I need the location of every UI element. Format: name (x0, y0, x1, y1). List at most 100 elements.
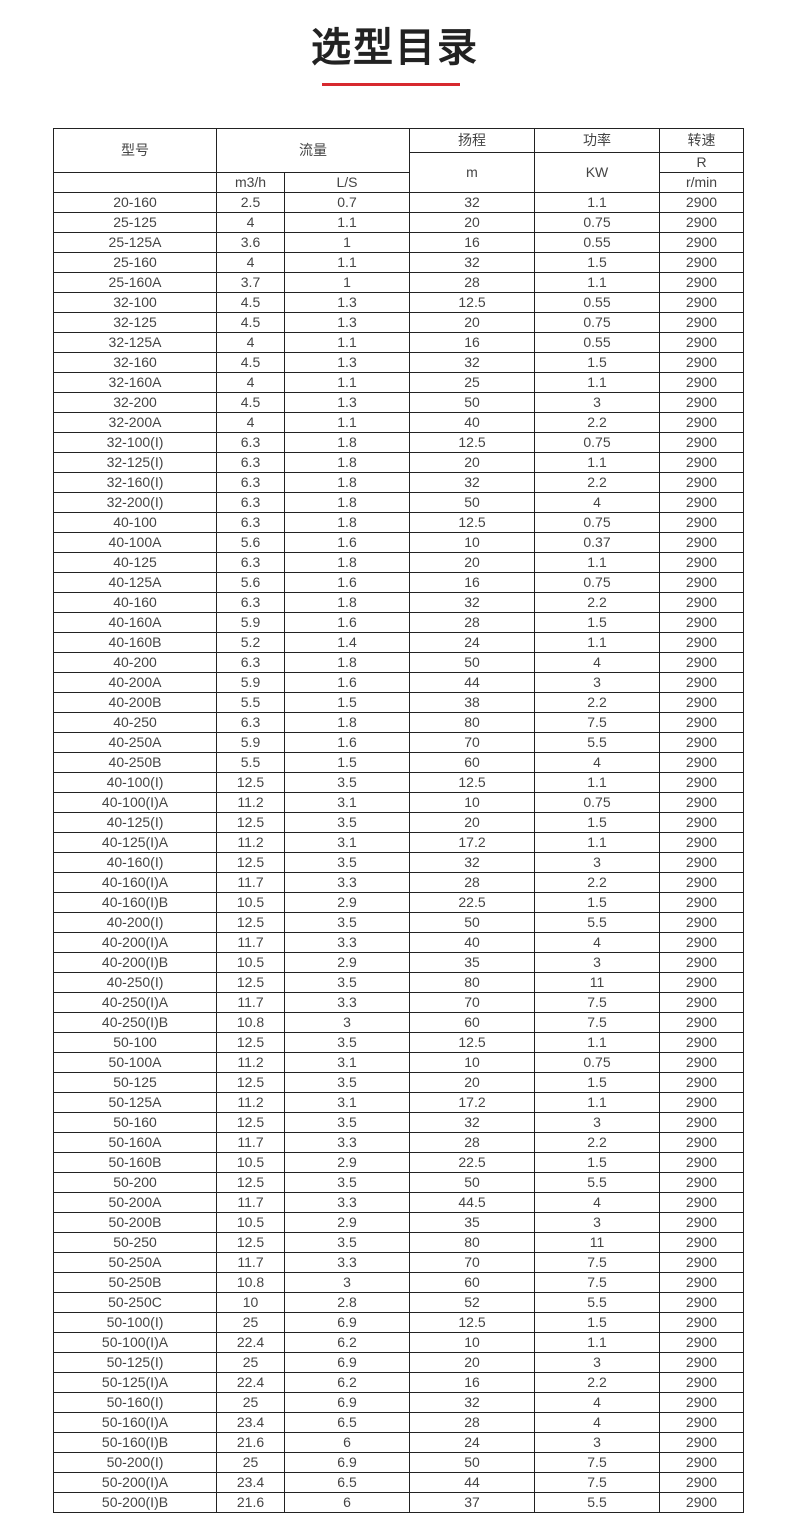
cell-power: 2.2 (534, 1372, 660, 1393)
cell-power: 5.5 (534, 1172, 660, 1193)
cell-model: 50-125(I) (53, 1352, 217, 1373)
cell-power: 7.5 (534, 712, 660, 733)
cell-flow-ls: 1.8 (284, 592, 410, 613)
table-row: 50-160 12.5 3.5 32 3 2900 (53, 1112, 744, 1133)
cell-flow-m3h: 6.3 (216, 512, 285, 533)
header-model: 型号 (53, 128, 217, 173)
table-row: 40-250(I)A 11.7 3.3 70 7.5 2900 (53, 992, 744, 1013)
cell-model: 40-160(I) (53, 852, 217, 873)
cell-head: 44 (409, 1472, 535, 1493)
cell-power: 0.75 (534, 792, 660, 813)
cell-model: 40-200(I) (53, 912, 217, 933)
cell-speed: 2900 (659, 992, 744, 1013)
cell-flow-m3h: 21.6 (216, 1492, 285, 1513)
cell-model: 40-100(I) (53, 772, 217, 793)
table-row: 40-250 6.3 1.8 80 7.5 2900 (53, 712, 744, 733)
cell-power: 4 (534, 1412, 660, 1433)
cell-speed: 2900 (659, 1012, 744, 1033)
cell-power: 4 (534, 752, 660, 773)
cell-speed: 2900 (659, 292, 744, 313)
cell-power: 0.55 (534, 332, 660, 353)
cell-power: 1.1 (534, 452, 660, 473)
cell-flow-ls: 1.6 (284, 672, 410, 693)
cell-flow-ls: 1.6 (284, 572, 410, 593)
cell-speed: 2900 (659, 832, 744, 853)
cell-model: 40-160A (53, 612, 217, 633)
cell-speed: 2900 (659, 412, 744, 433)
cell-power: 1.1 (534, 632, 660, 653)
cell-head: 16 (409, 232, 535, 253)
cell-flow-m3h: 11.7 (216, 992, 285, 1013)
cell-flow-ls: 6.5 (284, 1472, 410, 1493)
cell-head: 80 (409, 1232, 535, 1253)
cell-flow-ls: 6.2 (284, 1372, 410, 1393)
cell-flow-ls: 2.9 (284, 1212, 410, 1233)
header-speed-unit: r/min (659, 172, 744, 193)
cell-flow-ls: 3.3 (284, 992, 410, 1013)
cell-flow-m3h: 25 (216, 1312, 285, 1333)
cell-head: 70 (409, 992, 535, 1013)
cell-flow-ls: 3.5 (284, 852, 410, 873)
cell-model: 40-160(I)A (53, 872, 217, 893)
cell-head: 60 (409, 752, 535, 773)
cell-power: 2.2 (534, 592, 660, 613)
cell-power: 1.1 (534, 772, 660, 793)
cell-flow-ls: 1.6 (284, 532, 410, 553)
cell-model: 40-160B (53, 632, 217, 653)
cell-flow-ls: 1.8 (284, 512, 410, 533)
cell-flow-m3h: 4.5 (216, 292, 285, 313)
cell-flow-ls: 1.6 (284, 732, 410, 753)
cell-flow-ls: 3.3 (284, 1132, 410, 1153)
cell-speed: 2900 (659, 312, 744, 333)
cell-head: 28 (409, 612, 535, 633)
cell-flow-ls: 6 (284, 1432, 410, 1453)
cell-speed: 2900 (659, 1372, 744, 1393)
cell-flow-ls: 6.9 (284, 1392, 410, 1413)
cell-head: 17.2 (409, 1092, 535, 1113)
cell-speed: 2900 (659, 672, 744, 693)
cell-head: 32 (409, 1112, 535, 1133)
cell-flow-ls: 1.8 (284, 452, 410, 473)
cell-speed: 2900 (659, 752, 744, 773)
table-row: 50-100(I)A 22.4 6.2 10 1.1 2900 (53, 1332, 744, 1353)
cell-power: 3 (534, 1432, 660, 1453)
cell-head: 50 (409, 652, 535, 673)
cell-head: 10 (409, 532, 535, 553)
table-row: 50-100(I) 25 6.9 12.5 1.5 2900 (53, 1312, 744, 1333)
cell-head: 17.2 (409, 832, 535, 853)
cell-flow-m3h: 11.7 (216, 872, 285, 893)
cell-flow-m3h: 5.9 (216, 612, 285, 633)
cell-power: 0.75 (534, 312, 660, 333)
cell-model: 50-100(I)A (53, 1332, 217, 1353)
table-row: 50-160(I)B 21.6 6 24 3 2900 (53, 1432, 744, 1453)
cell-model: 32-160(I) (53, 472, 217, 493)
cell-flow-m3h: 6.3 (216, 592, 285, 613)
table-row: 32-125A 4 1.1 16 0.55 2900 (53, 332, 744, 353)
table-row: 50-200(I)B 21.6 6 37 5.5 2900 (53, 1492, 744, 1513)
cell-model: 40-200A (53, 672, 217, 693)
table-row: 40-250A 5.9 1.6 70 5.5 2900 (53, 732, 744, 753)
cell-speed: 2900 (659, 712, 744, 733)
table-row: 50-125 12.5 3.5 20 1.5 2900 (53, 1072, 744, 1093)
cell-flow-ls: 1.1 (284, 252, 410, 273)
cell-head: 70 (409, 1252, 535, 1273)
cell-flow-m3h: 11.7 (216, 932, 285, 953)
cell-power: 1.1 (534, 1092, 660, 1113)
cell-flow-ls: 1.5 (284, 692, 410, 713)
cell-flow-ls: 3.3 (284, 872, 410, 893)
cell-flow-m3h: 6.3 (216, 552, 285, 573)
cell-power: 11 (534, 1232, 660, 1253)
cell-flow-m3h: 12.5 (216, 772, 285, 793)
cell-power: 1.1 (534, 1332, 660, 1353)
cell-model: 25-160A (53, 272, 217, 293)
cell-flow-ls: 1.8 (284, 432, 410, 453)
table-row: 32-125(I) 6.3 1.8 20 1.1 2900 (53, 452, 744, 473)
cell-flow-m3h: 4.5 (216, 392, 285, 413)
cell-speed: 2900 (659, 812, 744, 833)
cell-flow-m3h: 5.2 (216, 632, 285, 653)
cell-model: 25-125A (53, 232, 217, 253)
cell-head: 32 (409, 192, 535, 213)
cell-speed: 2900 (659, 652, 744, 673)
cell-head: 50 (409, 912, 535, 933)
table-row: 50-160(I)A 23.4 6.5 28 4 2900 (53, 1412, 744, 1433)
